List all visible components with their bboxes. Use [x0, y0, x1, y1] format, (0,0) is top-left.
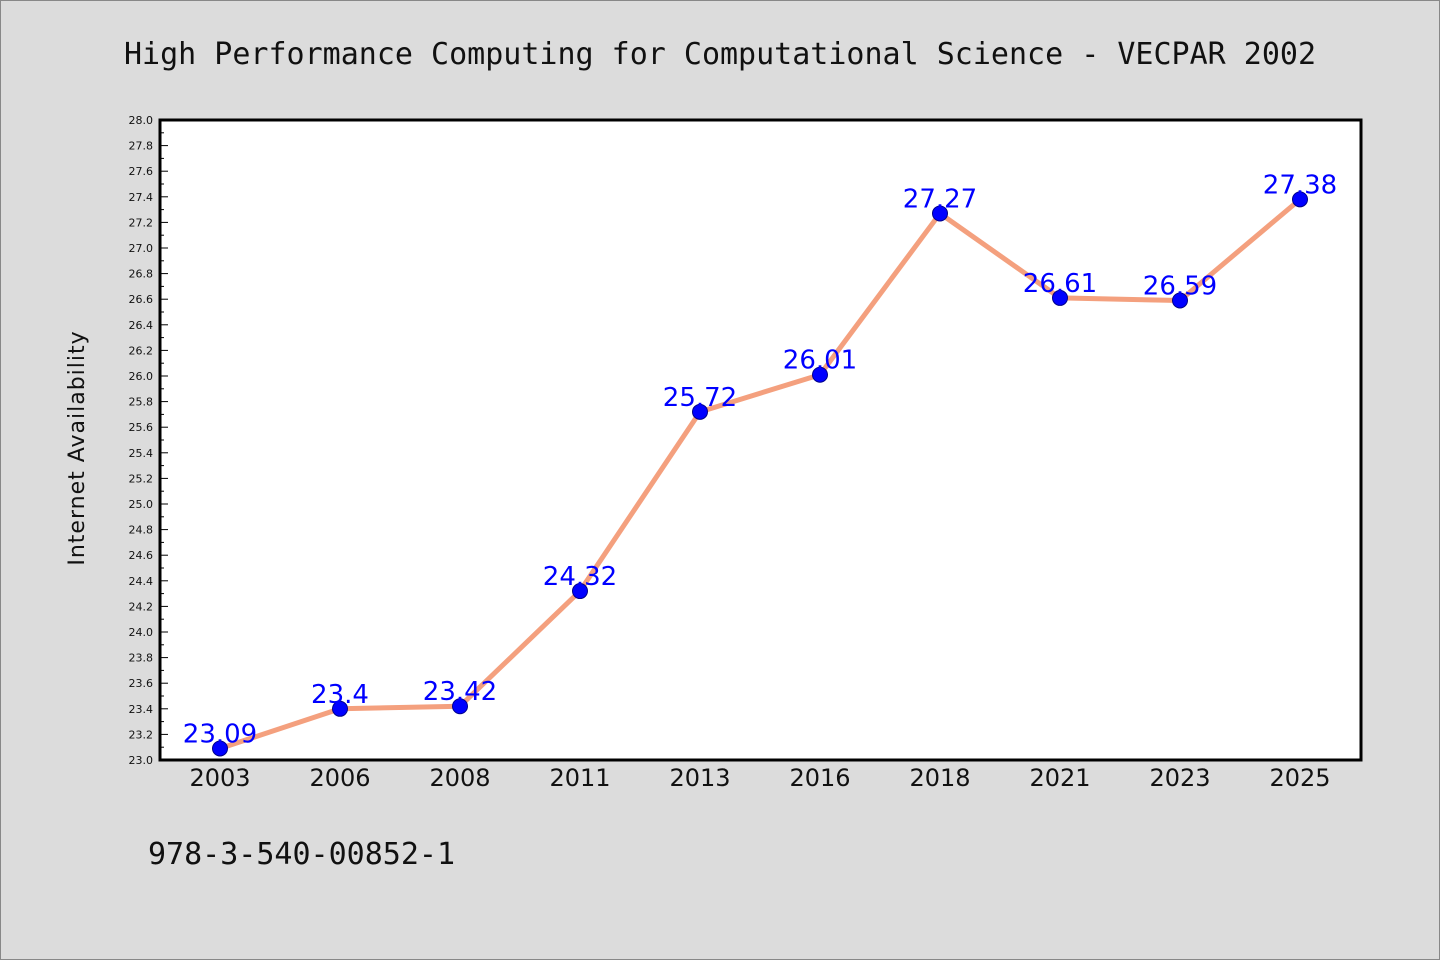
chart-title: High Performance Computing for Computati…	[124, 37, 1316, 72]
x-tick-label: 2003	[189, 764, 250, 792]
y-tick-label: 27.0	[129, 242, 154, 255]
y-tick-label: 27.8	[129, 140, 154, 153]
data-label: 24.32	[543, 562, 617, 592]
data-label: 26.59	[1143, 271, 1217, 301]
y-tick-label: 27.6	[129, 165, 154, 178]
y-tick-label: 26.2	[129, 344, 154, 357]
y-tick-label: 23.2	[129, 728, 154, 741]
x-tick-label: 2025	[1269, 764, 1330, 792]
y-tick-label: 23.4	[129, 703, 154, 716]
x-tick-label: 2008	[429, 764, 490, 792]
y-tick-label: 24.2	[129, 600, 154, 613]
data-point	[932, 205, 948, 222]
data-label: 27.38	[1263, 170, 1337, 200]
data-label: 27.27	[903, 184, 977, 214]
x-axis: 2003 2006 2008 2011 2013 2016 2018 2021 2023 2025	[189, 764, 1330, 792]
y-tick-label: 28.0	[129, 114, 154, 127]
data-label: 25.72	[663, 383, 737, 413]
y-tick-label: 26.4	[129, 319, 154, 332]
y-axis-label: Internet Availability	[65, 330, 90, 565]
y-tick-label: 25.8	[129, 396, 154, 409]
y-tick-label: 26.0	[129, 370, 154, 383]
data-point	[1172, 292, 1188, 309]
y-tick-label: 26.8	[129, 268, 154, 281]
y-tick-label: 24.8	[129, 524, 154, 537]
x-tick-label: 2006	[309, 764, 370, 792]
y-tick-label: 23.6	[129, 677, 154, 690]
y-tick-label: 27.4	[129, 191, 154, 204]
x-tick-label: 2013	[669, 764, 730, 792]
x-tick-label: 2021	[1029, 764, 1090, 792]
y-tick-label: 25.2	[129, 472, 154, 485]
plot-area	[158, 118, 1363, 762]
series-layer: 23.09 23.4 23.42 24.32 25.72 26.01 27.27 26.61 2…	[183, 170, 1337, 757]
data-point	[1052, 289, 1068, 306]
y-tick-label: 25.0	[129, 498, 154, 511]
y-tick-label: 23.8	[129, 652, 154, 665]
y-axis: 23.0 23.2 23.4 23.6 23.8 24.0 24.2 24.4 24.6 24.8…	[129, 114, 168, 767]
x-tick-label: 2018	[909, 764, 970, 792]
y-tick-label: 25.6	[129, 421, 154, 434]
y-tick-label: 23.0	[129, 754, 154, 767]
y-tick-label: 25.4	[129, 447, 154, 460]
y-tick-label: 26.6	[129, 293, 154, 306]
x-tick-label: 2023	[1149, 764, 1210, 792]
data-point	[332, 700, 348, 717]
data-point	[572, 583, 588, 600]
y-tick-label: 27.2	[129, 216, 154, 229]
data-label: 26.01	[783, 346, 857, 376]
data-point	[452, 698, 468, 715]
isbn-footnote: 978-3-540-00852-1	[148, 837, 455, 872]
data-point	[1292, 191, 1308, 208]
data-point	[812, 366, 828, 383]
y-tick-label: 24.4	[129, 575, 154, 588]
x-tick-label: 2016	[789, 764, 850, 792]
y-tick-label: 24.6	[129, 549, 154, 562]
data-label: 23.42	[423, 677, 497, 707]
data-point	[692, 403, 708, 420]
data-label: 26.61	[1023, 269, 1097, 299]
series-line	[217, 196, 1303, 751]
data-label: 23.09	[183, 719, 257, 749]
y-tick-label: 24.0	[129, 626, 154, 639]
data-point	[212, 740, 228, 757]
x-tick-label: 2011	[549, 764, 610, 792]
data-label: 23.4	[311, 680, 369, 710]
